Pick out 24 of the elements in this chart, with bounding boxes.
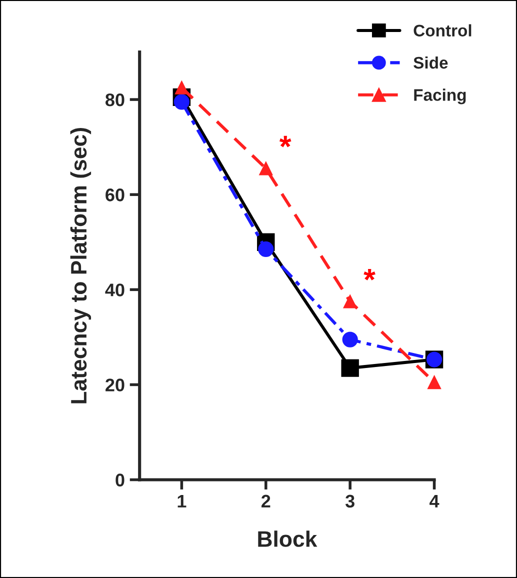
point (174, 94, 190, 110)
x-tick-label: 2 (261, 494, 270, 508)
y-tick-label: 20 (106, 378, 124, 392)
y-axis-title: Latecncy to Platform (sec) (70, 128, 92, 404)
x-axis-title: Block (258, 530, 318, 547)
x-tick-label: 3 (345, 494, 354, 508)
point (259, 162, 273, 176)
point (342, 332, 358, 348)
y-tick-label: 80 (106, 93, 124, 106)
legend-label: Control (414, 24, 472, 36)
point (258, 241, 274, 258)
x-tick-label: 1 (178, 494, 186, 508)
point (341, 359, 359, 377)
legend-label: Side (414, 56, 448, 69)
annotation: * (364, 268, 376, 280)
point (428, 376, 442, 390)
annotation: * (279, 136, 292, 148)
y-tick-label: 40 (105, 284, 124, 296)
legend-label: Facing (414, 88, 466, 104)
point (174, 80, 188, 94)
point (343, 294, 357, 308)
x-tick-label: 4 (430, 494, 440, 508)
y-tick-label: 0 (116, 474, 124, 486)
y-tick-label: 60 (106, 188, 124, 202)
